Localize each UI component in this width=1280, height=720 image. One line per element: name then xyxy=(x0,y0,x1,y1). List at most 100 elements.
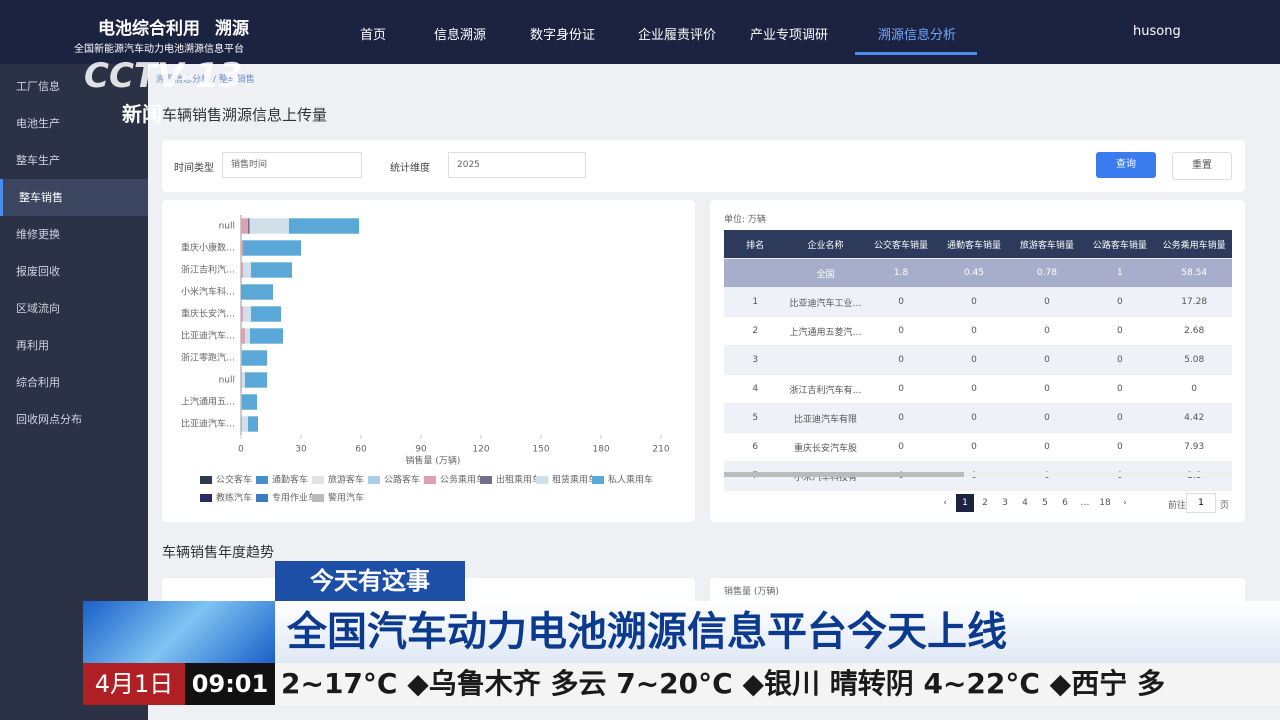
legend-swatch xyxy=(312,494,324,502)
filter-card: 时间类型 销售时间 统计维度 2025 查询 重置 xyxy=(162,140,1245,192)
bar xyxy=(243,262,251,278)
table-wrap: 排名 企业名称 公交客车销量 通勤客车销量 旅游客车销量 公路客车销量 公务乘用车销量 全国 1… xyxy=(724,230,1232,491)
cell: 5.08 xyxy=(1156,345,1232,375)
legend-label: 公路客车 xyxy=(384,474,420,486)
unit: 单位: 万辆 xyxy=(724,215,766,225)
bar xyxy=(241,218,248,234)
query-button[interactable]: 查询 xyxy=(1096,152,1156,178)
goto-input[interactable]: 1 xyxy=(1186,493,1216,513)
nav-item[interactable]: 数字身份证 xyxy=(530,28,596,43)
page-button[interactable]: 6 xyxy=(1062,498,1068,508)
scrollbar[interactable] xyxy=(724,472,1232,477)
page-button[interactable]: 2 xyxy=(982,498,988,508)
cell: 0 xyxy=(1083,374,1157,404)
column-header: 公路客车销量 xyxy=(1083,230,1157,259)
sidebar-item[interactable]: 回收网点分布 xyxy=(16,413,82,426)
sidebar-item[interactable]: 整车销售 xyxy=(0,179,148,216)
x-tick-label: 150 xyxy=(532,445,549,455)
legend-label: 通勤客车 xyxy=(272,474,308,486)
y-tick-label: 比亚迪汽车… xyxy=(181,418,235,430)
y-tick-label: 小米汽车科… xyxy=(181,286,235,298)
sidebar-item[interactable]: 电池生产 xyxy=(16,117,60,130)
table: 排名 企业名称 公交客车销量 通勤客车销量 旅游客车销量 公路客车销量 公务乘用车销量 全国 1… xyxy=(724,230,1232,491)
legend-label: 旅游客车 xyxy=(328,474,364,486)
x-tick-label: 30 xyxy=(295,445,307,455)
page-button[interactable]: 4 xyxy=(1022,498,1028,508)
cell: 1.8 xyxy=(864,258,938,288)
bar xyxy=(248,218,250,234)
breadcrumb: 溯源信息分析 / 整车销售 xyxy=(156,75,255,85)
legend-label: 出租乘用车 xyxy=(496,474,541,486)
x-tick-label: 60 xyxy=(355,445,367,455)
legend-label: 公交客车 xyxy=(216,474,252,486)
table-card: 单位: 万辆 排名 企业名称 公交客车销量 通勤客车销量 旅游客车销量 公路客车销量 公务乘… xyxy=(710,200,1245,522)
sidebar-item[interactable]: 维修更换 xyxy=(16,228,60,241)
nav-item[interactable]: 信息溯源 xyxy=(434,28,487,43)
sidebar-item[interactable]: 报废回收 xyxy=(16,265,60,278)
legend-label: 专用作业车 xyxy=(272,492,317,504)
bar xyxy=(241,306,243,322)
chart: 0 30 60 90 120 150 180 210 销售量 (万辆) null 重庆小康数… 浙江吉… xyxy=(181,215,670,504)
cell: 17.28 xyxy=(1156,287,1232,317)
cell: 上汽通用五菱汽… xyxy=(786,316,865,346)
x-tick-label: 120 xyxy=(472,445,489,455)
y-tick-label: 浙江零跑汽… xyxy=(181,352,235,364)
sidebar-item[interactable]: 整车生产 xyxy=(16,154,60,167)
crumb[interactable]: 溯源信息分析 xyxy=(156,75,211,85)
cell: 2.68 xyxy=(1156,316,1232,346)
page-button[interactable]: … xyxy=(1080,498,1090,508)
prev[interactable]: ‹ xyxy=(943,498,947,508)
bar xyxy=(243,240,301,256)
bar xyxy=(250,328,283,344)
ticker: 2~17°C ◆乌鲁木齐 多云 7~20°C ◆银川 晴转阴 4~22°C ◆西… xyxy=(275,663,1280,705)
sidebar-item[interactable]: 再利用 xyxy=(16,339,49,352)
select[interactable]: 2025 xyxy=(448,152,586,178)
logo-panel xyxy=(83,601,275,663)
page-button[interactable]: 5 xyxy=(1042,498,1048,508)
page-button[interactable]: 18 xyxy=(1099,498,1111,508)
bar xyxy=(241,328,245,344)
table-row: 5 比亚迪汽车有限 0 0 0 0 4.42 xyxy=(724,403,1232,433)
cell: 0.78 xyxy=(1010,258,1084,288)
reset-button[interactable]: 重置 xyxy=(1172,152,1232,180)
logo-sub: 溯源 xyxy=(215,19,249,39)
table-row: 3 0 0 0 0 5.08 xyxy=(724,345,1232,375)
bar xyxy=(241,240,243,256)
cell: 0 xyxy=(864,316,938,346)
cell: 0 xyxy=(937,316,1011,346)
select[interactable]: 销售时间 xyxy=(222,152,362,178)
cell: 0 xyxy=(864,374,938,404)
cell: 5 xyxy=(724,403,787,433)
cell: 全国 xyxy=(786,258,865,288)
page-button[interactable]: 3 xyxy=(1002,498,1008,508)
cell: 0 xyxy=(1083,432,1157,462)
sidebar-item[interactable]: 工厂信息 xyxy=(16,80,60,93)
next[interactable]: › xyxy=(1123,498,1127,508)
cell: 0 xyxy=(1083,403,1157,433)
nav-item[interactable]: 产业专项调研 xyxy=(750,28,829,43)
legend-label: 公务乘用车 xyxy=(440,474,485,486)
channel-sub: 新闻 xyxy=(122,102,162,126)
cell xyxy=(724,258,787,288)
column-header: 旅游客车销量 xyxy=(1010,230,1084,259)
x-tick-label: 90 xyxy=(415,445,427,455)
page-button[interactable]: 1 xyxy=(956,494,974,512)
table-row: 2 上汽通用五菱汽… 0 0 0 0 2.68 xyxy=(724,316,1232,346)
column-header: 公务乘用车销量 xyxy=(1156,230,1232,259)
bar xyxy=(245,328,250,344)
sidebar-item[interactable]: 综合利用 xyxy=(16,376,60,389)
sidebar-item[interactable]: 区域流向 xyxy=(16,302,60,315)
cell: 0 xyxy=(937,345,1011,375)
cell: 0 xyxy=(1010,432,1084,462)
sidebar: 工厂信息电池生产整车生产整车销售维修更换报废回收区域流向再利用综合利用回收网点分… xyxy=(0,64,148,720)
nav-item[interactable]: 企业履责评价 xyxy=(638,28,717,43)
cell: 0 xyxy=(1083,345,1157,375)
user-name[interactable]: husong xyxy=(1133,24,1181,39)
nav-item[interactable]: 首页 xyxy=(360,28,387,43)
bar xyxy=(248,416,258,432)
cell: 0 xyxy=(1010,287,1084,317)
nav-item[interactable]: 溯源信息分析 xyxy=(878,28,957,43)
cell: 4.42 xyxy=(1156,403,1232,433)
tag: 今天有这事 xyxy=(275,561,465,601)
legend-swatch xyxy=(536,476,548,484)
